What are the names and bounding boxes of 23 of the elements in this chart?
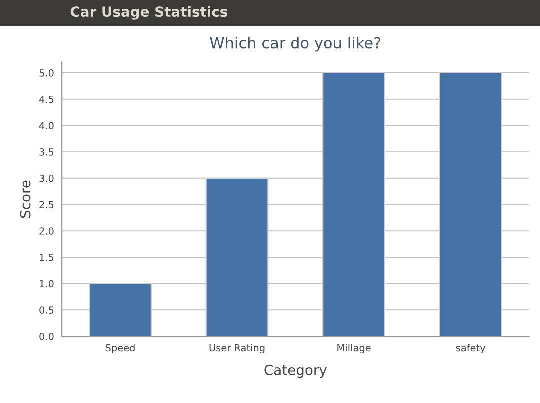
- bar: [439, 72, 502, 337]
- y-tick-label: 2.5: [40, 201, 54, 209]
- y-tick-label: 4.0: [39, 122, 54, 130]
- x-tick-label: Millage: [338, 344, 371, 354]
- y-tick-label: 3.5: [40, 148, 54, 156]
- y-tick-label: 3.0: [40, 174, 54, 182]
- y-axis-title: Score: [20, 180, 31, 218]
- y-tick-label: 2.0: [40, 228, 54, 235]
- bar: [322, 72, 386, 337]
- x-tick-label: User Rating: [210, 344, 265, 354]
- y-tick-label: 1.0: [40, 280, 54, 288]
- y-tick-label: 5.0: [40, 69, 54, 77]
- x-tick-label: safety: [456, 344, 486, 354]
- y-tick-label: 1.5: [40, 254, 54, 262]
- y-tick-label: 0.0: [40, 332, 54, 340]
- chart-title: Car Usage Statistics: [70, 6, 228, 20]
- x-axis-title: Category: [264, 364, 327, 378]
- y-tick-label: 0.5: [40, 306, 54, 314]
- bar: [206, 178, 269, 337]
- x-tick-label: Speed: [106, 344, 135, 354]
- chart-subtitle: Which car do you like?: [210, 36, 381, 52]
- y-tick-label: 4.5: [39, 96, 54, 104]
- bar: [88, 283, 152, 337]
